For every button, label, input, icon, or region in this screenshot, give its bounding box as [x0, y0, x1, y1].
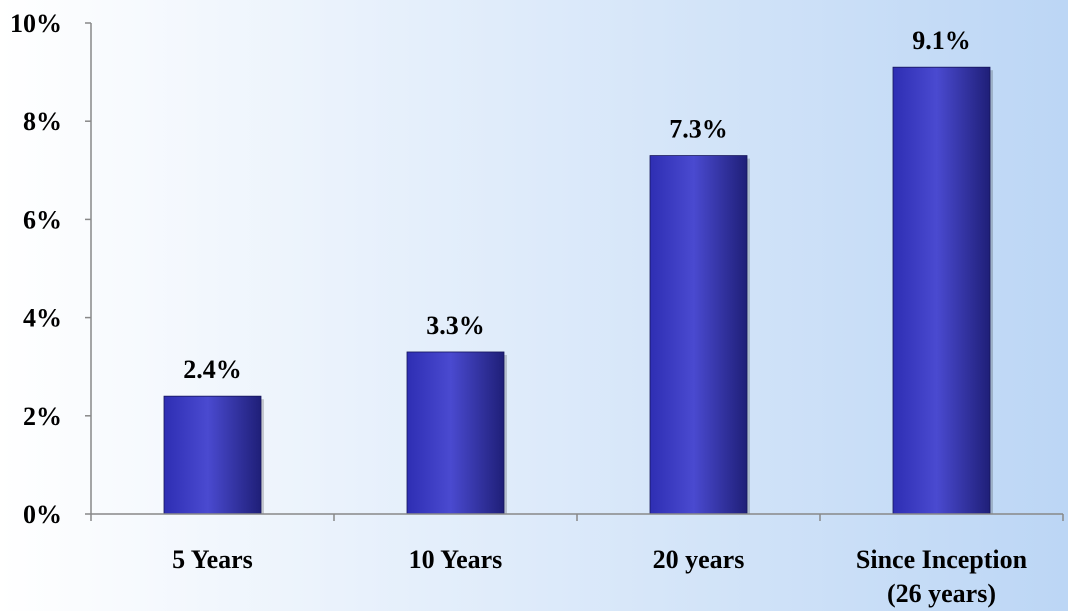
bar-data-label: 9.1% — [912, 26, 971, 55]
bar-data-label: 3.3% — [426, 311, 485, 340]
x-category-label: 20 years — [653, 545, 745, 574]
y-tick-label: 0% — [23, 500, 62, 529]
y-tick-label: 6% — [23, 205, 62, 234]
y-tick-label: 4% — [23, 304, 62, 333]
x-category-label: Since Inception — [856, 545, 1028, 574]
bar — [649, 155, 748, 515]
bar — [163, 395, 262, 515]
bar-data-label: 2.4% — [183, 355, 242, 384]
bar — [406, 351, 505, 515]
bar — [892, 66, 991, 515]
x-category-label: (26 years) — [887, 579, 996, 608]
y-tick-label: 10% — [10, 9, 62, 38]
y-tick-label: 2% — [23, 402, 62, 431]
bar-data-label: 7.3% — [669, 115, 728, 144]
x-category-label: 5 Years — [172, 545, 253, 574]
x-category-label: 10 Years — [409, 545, 503, 574]
y-tick-label: 8% — [23, 107, 62, 136]
